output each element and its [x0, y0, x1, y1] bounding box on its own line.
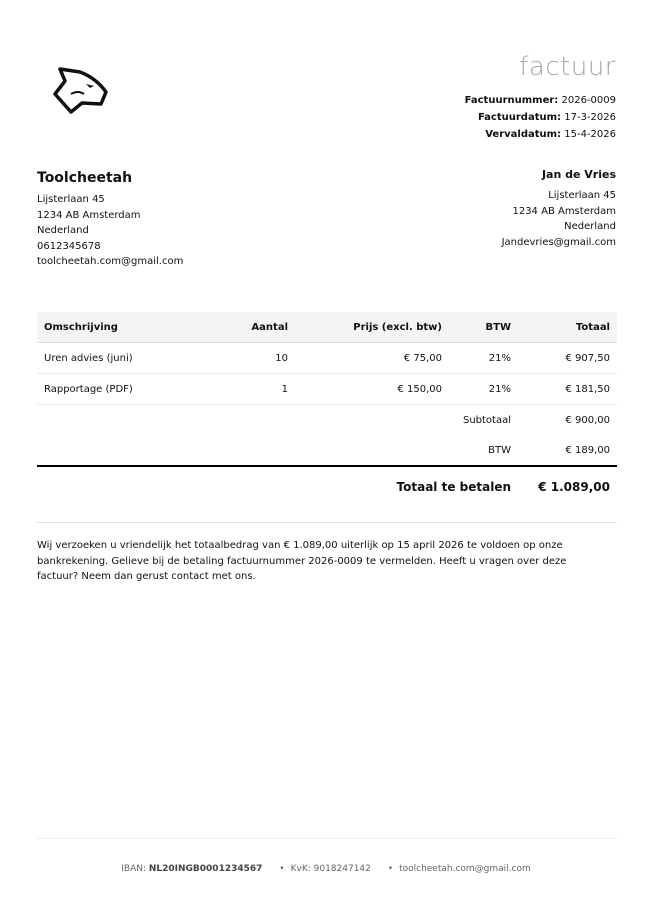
kvk-number: KvK: 9018247142 — [290, 864, 371, 874]
total-value: € 1.089,00 — [518, 465, 617, 507]
recipient-address: Lijsterlaan 45 1234 AB Amsterdam Nederla… — [502, 188, 616, 250]
footer: IBAN: NL20INGB0001234567 • KvK: 901824714… — [0, 864, 652, 874]
recipient-name: Jan de Vries — [541, 168, 616, 181]
footer-divider — [37, 838, 617, 839]
vat-row: BTW € 189,00 — [37, 435, 617, 466]
subtotal-value: € 900,00 — [565, 414, 610, 426]
header-vat: BTW — [449, 312, 518, 343]
sender-street: Lijsterlaan 45 — [37, 194, 105, 205]
total-row: Totaal te betalen € 1.089,00 — [37, 465, 617, 507]
table-row: Uren advies (juni) 10 € 75,00 21% € 907,… — [37, 342, 617, 374]
vat-label: BTW — [488, 444, 511, 456]
subtotal-row: Subtotaal € 900,00 — [37, 405, 617, 436]
due-date: Vervaldatum: 15-4-2026 — [485, 129, 616, 140]
cheetah-logo-icon — [53, 67, 108, 114]
cell-price: € 75,00 — [295, 342, 449, 374]
recipient-country: Nederland — [564, 221, 616, 232]
cell-total: € 181,50 — [518, 373, 617, 405]
sender-phone: 0612345678 — [37, 240, 101, 252]
total-label: Totaal te betalen — [37, 465, 518, 507]
header-total: Totaal — [518, 312, 617, 343]
document-title: factuur — [519, 52, 616, 82]
iban-label: IBAN: — [121, 864, 146, 874]
invoice-number: Factuurnummer: 2026-0009 — [464, 95, 616, 106]
sender-city: 1234 AB Amsterdam — [37, 209, 141, 221]
subtotal-label: Subtotaal — [462, 414, 511, 426]
table-header: Omschrijving Aantal Prijs (excl. btw) BT… — [37, 312, 617, 343]
cell-vat: 21% — [449, 373, 518, 405]
cell-vat: 21% — [449, 342, 518, 374]
header-price: Prijs (excl. btw) — [295, 312, 449, 343]
bullet-separator: • — [387, 864, 394, 874]
sender-country: Nederland — [37, 225, 89, 236]
iban-value: NL20INGB0001234567 — [148, 864, 263, 874]
divider — [37, 522, 617, 523]
sender-name: Toolcheetah — [37, 170, 133, 186]
payment-note: Wij verzoeken u vriendelijk het totaalbe… — [37, 540, 567, 582]
recipient-email: Jandevries@gmail.com — [501, 236, 616, 248]
header-description: Omschrijving — [37, 312, 201, 343]
bullet-separator: • — [279, 864, 285, 874]
sender-email: toolcheetah.com@gmail.com — [37, 256, 184, 267]
cell-price: € 150,00 — [295, 373, 449, 405]
table-row: Rapportage (PDF) 1 € 150,00 21% € 181,50 — [37, 373, 617, 405]
footer-email: toolcheetah.com@gmail.com — [399, 864, 531, 874]
line-items-table: Omschrijving Aantal Prijs (excl. btw) BT… — [37, 312, 617, 507]
header-quantity: Aantal — [201, 312, 295, 343]
cell-total: € 907,50 — [518, 342, 617, 374]
cell-description: Uren advies (juni) — [37, 342, 201, 374]
invoice-date: Factuurdatum: 17-3-2026 — [477, 112, 616, 123]
recipient-city: 1234 AB Amsterdam — [512, 205, 616, 217]
cell-description: Rapportage (PDF) — [37, 373, 201, 405]
sender-address: Lijsterlaan 45 1234 AB Amsterdam Nederla… — [37, 192, 183, 270]
recipient-street: Lijsterlaan 45 — [548, 190, 616, 201]
cell-quantity: 10 — [201, 342, 295, 374]
cell-quantity: 1 — [201, 373, 295, 405]
vat-value: € 189,00 — [565, 444, 610, 456]
